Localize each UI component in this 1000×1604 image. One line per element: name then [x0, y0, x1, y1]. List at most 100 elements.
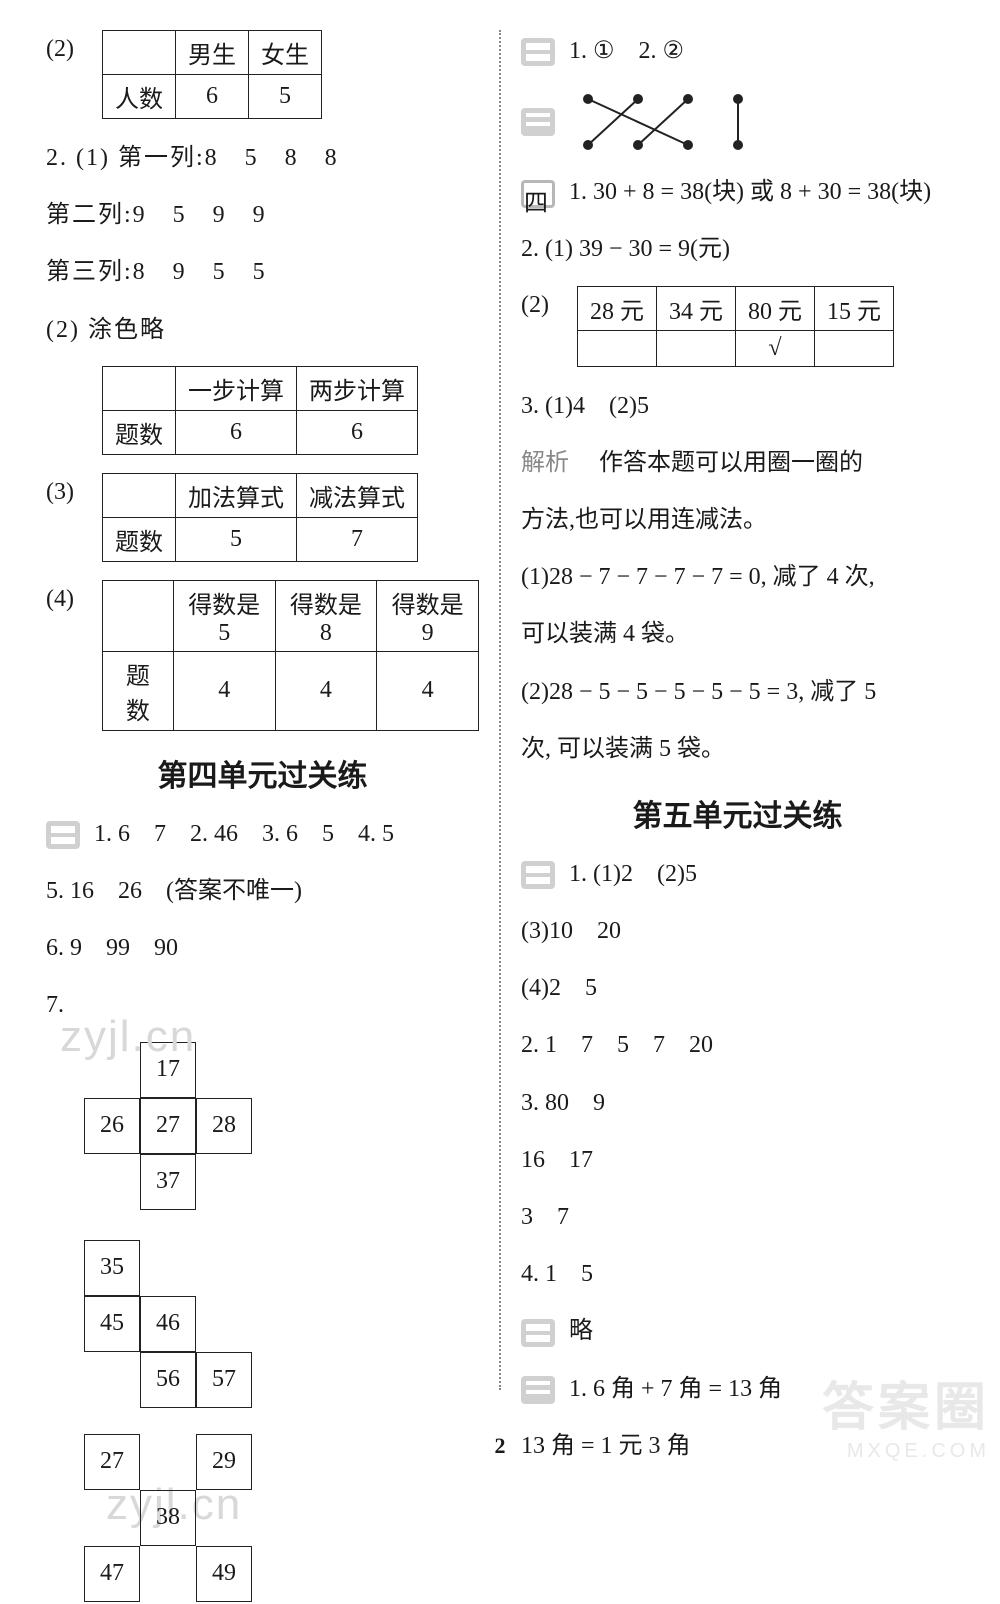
grid-cell: 47: [84, 1546, 140, 1602]
table-add-sub: 加法算式减法算式 题数57: [102, 473, 418, 562]
grid-cell: 57: [196, 1352, 252, 1408]
analysis-label: 解析: [521, 450, 569, 476]
grid-cell: 28: [196, 1098, 252, 1154]
u5-line: 1. (1)2 (2)5: [521, 853, 954, 896]
text: 1. 6 7 2. 46 3. 6 5 4. 5: [94, 821, 394, 847]
left-column: (2) 男生 女生 人数 6 5 2. (1) 第一列:8 5 8 8 第二列:…: [30, 30, 495, 1400]
stair-grid: 35 45 46 56 57: [84, 1240, 264, 1420]
grid-cell: 38: [140, 1490, 196, 1546]
r-line: 四 1. 30 + 8 = 38(块) 或 8 + 30 = 38(块): [521, 171, 954, 214]
u5-line: 3. 80 9: [521, 1082, 954, 1125]
grid-cell: 17: [140, 1042, 196, 1098]
cell: 6: [176, 75, 249, 119]
cell: 5: [249, 75, 322, 119]
label-3: (3): [46, 473, 96, 506]
u5-line: 2. 1 7 5 7 20: [521, 1024, 954, 1067]
column-divider: [499, 30, 501, 1390]
cell: [578, 330, 657, 366]
text: 略: [569, 1318, 593, 1344]
section-marker-icon: [521, 1376, 555, 1404]
text: 作答本题可以用圈一圈的: [599, 450, 863, 476]
u5-line: 1. 6 角 + 7 角 = 13 角: [521, 1368, 954, 1411]
section-marker-icon: [46, 821, 80, 849]
grid-cell: 27: [140, 1098, 196, 1154]
section-marker-icon: [521, 38, 555, 66]
u5-line: (4)2 5: [521, 967, 954, 1010]
cell: 人数: [103, 75, 176, 119]
grid-cell: 37: [140, 1154, 196, 1210]
text: 1. 6 角 + 7 角 = 13 角: [569, 1376, 782, 1402]
grid-cell: 49: [196, 1546, 252, 1602]
r-line: 3. (1)4 (2)5: [521, 385, 954, 428]
x-grid: zyjl.cn 27 29 38 47 49: [84, 1434, 479, 1604]
cell: 减法算式: [297, 473, 418, 517]
cell: [103, 31, 176, 75]
u5-line: 4. 1 5: [521, 1253, 954, 1296]
r-line: 2. (1) 39 − 30 = 9(元): [521, 228, 954, 271]
cell: 4: [173, 651, 275, 730]
q3-row: (3) 加法算式减法算式 题数57: [46, 473, 479, 562]
cell: 6: [176, 410, 297, 454]
grid-cell: 46: [140, 1296, 196, 1352]
text: 1. ① 2. ②: [569, 38, 684, 64]
table-boys-girls: 男生 女生 人数 6 5: [102, 30, 322, 119]
q2-table-1: (2) 男生 女生 人数 6 5: [46, 30, 479, 119]
cell: 得数是9: [377, 580, 479, 651]
cell: 两步计算: [297, 366, 418, 410]
table-steps: 一步计算两步计算 题数66: [102, 366, 418, 455]
text-line: 第二列:9 5 9 9: [46, 194, 479, 237]
cell: 5: [176, 517, 297, 561]
u4-line3: 6. 9 99 90: [46, 927, 479, 970]
r-line: 可以装满 4 袋。: [521, 613, 954, 656]
u5-line: 3 7: [521, 1196, 954, 1239]
r-line: 方法,也可以用连减法。: [521, 499, 954, 542]
label-2: (2): [46, 30, 96, 63]
cell: 4: [377, 651, 479, 730]
cell: 加法算式: [176, 473, 297, 517]
u5-line: 16 17: [521, 1139, 954, 1182]
table-prices: 28 元 34 元 80 元 15 元 √: [577, 286, 894, 367]
cell: [815, 330, 894, 366]
table-results: 得数是5得数是8得数是9 题数444: [102, 580, 479, 731]
cell: 4: [275, 651, 377, 730]
right-column: 1. ① 2. ② 四 1. 30 + 8 = 38(块) 或 8 + 30 =…: [505, 30, 970, 1400]
r-line: (2)28 − 5 − 5 − 5 − 5 − 5 = 3, 减了 5: [521, 671, 954, 714]
cell: 一步计算: [176, 366, 297, 410]
q-table-steps: 一步计算两步计算 题数66: [46, 366, 479, 455]
grid-cell: 35: [84, 1240, 140, 1296]
q2-table: (2) 28 元 34 元 80 元 15 元 √: [521, 286, 954, 367]
cell: [657, 330, 736, 366]
text: 1. 30 + 8 = 38(块) 或 8 + 30 = 38(块): [569, 179, 931, 205]
u4-7-label: 7.: [46, 984, 479, 1027]
text-line: 2. (1) 第一列:8 5 8 8: [46, 137, 479, 180]
cell: 34 元: [657, 286, 736, 330]
text-line: 第三列:8 9 5 5: [46, 251, 479, 294]
cell: 题数: [103, 651, 174, 730]
grid-cell: 56: [140, 1352, 196, 1408]
cell: 题数: [103, 517, 176, 561]
cell: 男生: [176, 31, 249, 75]
section-marker-icon: [521, 108, 555, 136]
section-marker-icon: 四: [521, 180, 555, 208]
matching-diagram-row: [521, 87, 954, 157]
cell: 女生: [249, 31, 322, 75]
cell: 得数是8: [275, 580, 377, 651]
r-line: 次, 可以装满 5 袋。: [521, 728, 954, 771]
cell: 15 元: [815, 286, 894, 330]
unit5-title: 第五单元过关练: [521, 791, 954, 835]
r-line: (1)28 − 7 − 7 − 7 − 7 = 0, 减了 4 次,: [521, 556, 954, 599]
cross-grid-1: 17 26 27 28 37: [84, 1042, 264, 1222]
section-marker-icon: [521, 861, 555, 889]
cell: 7: [297, 517, 418, 561]
grid-cell: 26: [84, 1098, 140, 1154]
section-marker-icon: [521, 1319, 555, 1347]
cell: 题数: [103, 410, 176, 454]
page-number: 2: [0, 1433, 1000, 1459]
u5-line: 略: [521, 1310, 954, 1353]
text-line: (2) 涂色略: [46, 309, 479, 352]
cell-check: √: [736, 330, 815, 366]
label-2: (2): [521, 286, 571, 319]
cell: 28 元: [578, 286, 657, 330]
u4-line2: 5. 16 26 (答案不唯一): [46, 870, 479, 913]
text: 1. (1)2 (2)5: [569, 861, 697, 887]
